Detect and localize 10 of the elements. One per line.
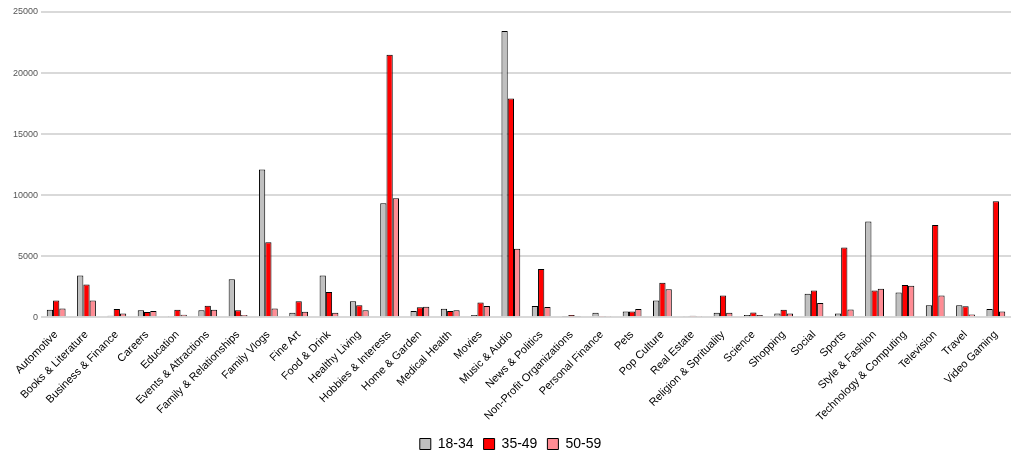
y-tick-label: 10000 [13, 189, 39, 200]
legend-label: 35-49 [501, 434, 538, 451]
y-tick-label: 15000 [13, 128, 39, 139]
legend-label: 18-34 [437, 434, 474, 451]
y-tick-label: 25000 [13, 6, 39, 17]
legend-label: 50-59 [565, 434, 602, 451]
y-tick-label: 5000 [18, 250, 39, 261]
x-tick-label: Pets [611, 327, 637, 352]
y-tick-label: 20000 [13, 67, 39, 78]
y-tick-label: 0 [33, 311, 39, 322]
